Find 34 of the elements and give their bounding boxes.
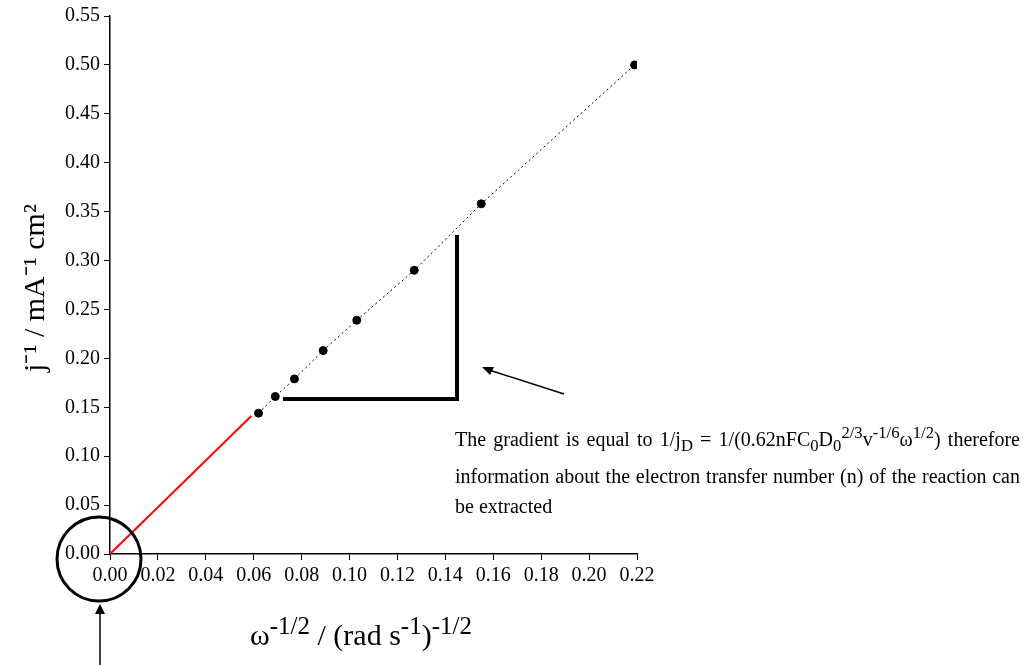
point: [409, 265, 419, 275]
point: [318, 346, 328, 356]
x-tick-label: 0.06: [236, 563, 272, 586]
point: [270, 392, 280, 402]
point: [476, 199, 486, 209]
x-tick-label: 0.02: [140, 563, 176, 586]
y-tick-label: 0.45: [65, 101, 100, 124]
y-tick-label: 0.00: [65, 541, 100, 564]
x-tick-label: 0.00: [92, 563, 128, 586]
point: [254, 408, 264, 418]
y-tick-label: 0.10: [65, 443, 100, 466]
y-tick-label: 0.55: [65, 3, 100, 26]
y-tick-label: 0.15: [65, 394, 100, 417]
y-tick-label: 0.25: [65, 296, 100, 319]
x-axis-title: ω$^{-1/2}$ / (rad s$^{-1}$)$^{-1/2}$: [250, 612, 472, 652]
y-tick-label: 0.50: [65, 52, 100, 75]
x-tick-label: 0.04: [188, 563, 224, 586]
y-tick-label: 0.05: [65, 492, 100, 515]
x-tick-label: 0.16: [475, 563, 511, 586]
x-tick-label: 0.12: [379, 563, 415, 586]
x-tick-label: 0.20: [571, 563, 607, 586]
x-tick-label: 0.22: [619, 563, 655, 586]
point: [352, 315, 362, 325]
point: [289, 374, 299, 384]
text: The gradient is equal to 1/j$_{D}$ = 1/(0.62nFC$_{0}$D$_{0}$$^{2/3}$v$^{-1/6}$ω$^{1/2}$) therefore information about the electron transfer number (n) of the reaction can be extracted: [455, 423, 1020, 517]
y-axis-title: j⁻¹ / mA⁻¹ cm²: [15, 204, 51, 372]
y-tick-label: 0.35: [65, 198, 100, 221]
x-tick-label: 0.10: [332, 563, 368, 586]
y-tick-label: 0.20: [65, 345, 100, 368]
y-tick-label: 0.40: [65, 149, 100, 172]
x-tick-label: 0.08: [284, 563, 320, 586]
y-tick-label: 0.30: [65, 247, 100, 270]
x-tick-label: 0.18: [523, 563, 559, 586]
x-tick-label: 0.14: [427, 563, 463, 586]
